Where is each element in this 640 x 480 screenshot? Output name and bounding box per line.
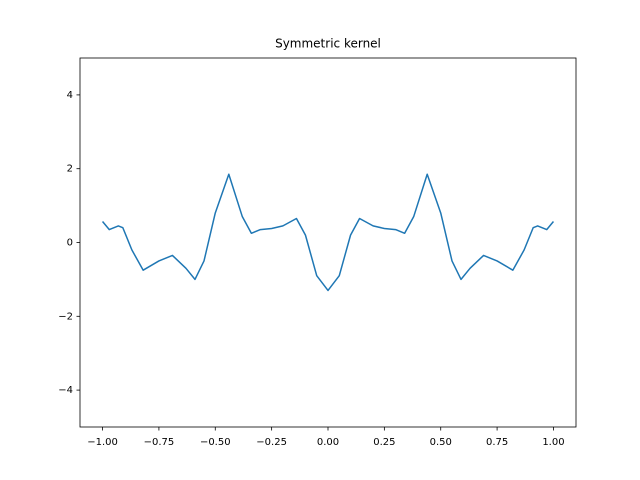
y-tick-label: 4 bbox=[67, 90, 73, 101]
x-tick-label: −0.75 bbox=[144, 437, 175, 448]
y-tick-label: −4 bbox=[58, 385, 73, 396]
x-tick-label: −0.25 bbox=[256, 437, 287, 448]
x-tick-label: 0.75 bbox=[486, 437, 508, 448]
x-tick-label: 1.00 bbox=[542, 437, 564, 448]
y-tick-label: 0 bbox=[67, 238, 73, 249]
x-tick-label: 0.50 bbox=[430, 437, 452, 448]
x-tick-label: −0.50 bbox=[200, 437, 231, 448]
x-tick-label: 0.00 bbox=[317, 437, 339, 448]
x-tick-label: 0.25 bbox=[373, 437, 395, 448]
line-series bbox=[101, 173, 555, 292]
y-tick-label: 2 bbox=[67, 164, 73, 175]
chart-title: Symmetric kernel bbox=[275, 37, 381, 51]
x-tick-label: −1.00 bbox=[87, 437, 118, 448]
plot-frame bbox=[79, 57, 577, 428]
y-tick-label: −2 bbox=[58, 311, 73, 322]
